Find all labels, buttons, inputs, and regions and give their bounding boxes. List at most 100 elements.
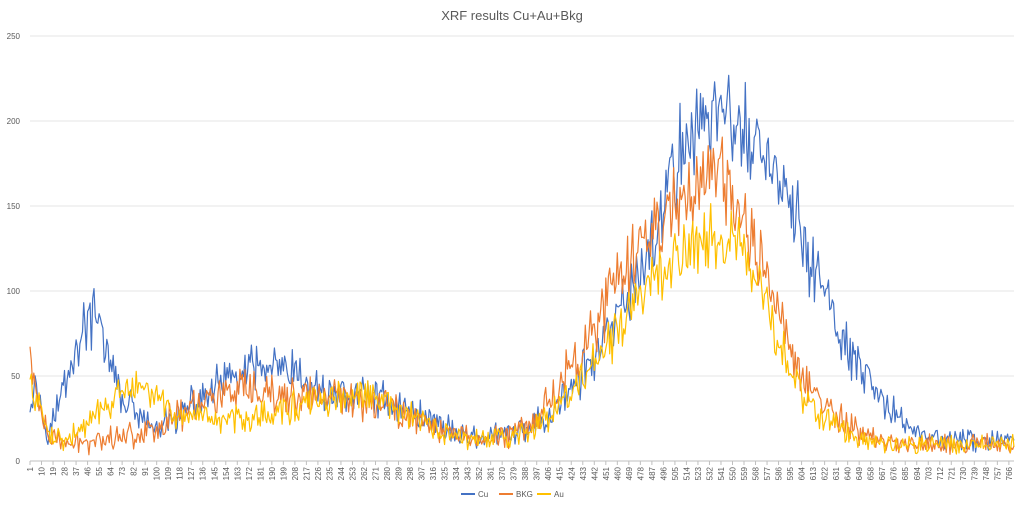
x-tick-label: 595 (786, 466, 795, 480)
x-tick-label: 64 (107, 466, 116, 475)
x-tick-label: 154 (222, 466, 231, 480)
x-tick-label: 550 (728, 466, 737, 480)
x-tick-label: 676 (890, 466, 899, 480)
x-tick-label: 703 (924, 466, 933, 480)
x-tick-label: 244 (337, 466, 346, 480)
y-tick-label: 250 (7, 32, 21, 41)
x-tick-label: 559 (740, 466, 749, 480)
x-tick-label: 136 (199, 466, 208, 480)
series-line-cu (29, 74, 1015, 453)
x-tick-label: 487 (648, 466, 657, 480)
x-tick-label: 667 (878, 466, 887, 480)
x-tick-label: 640 (844, 466, 853, 480)
x-tick-label: 757 (993, 466, 1002, 480)
x-tick-label: 271 (371, 466, 380, 480)
x-tick-label: 433 (579, 466, 588, 480)
x-tick-label: 658 (867, 466, 876, 480)
x-tick-label: 307 (418, 466, 427, 480)
x-tick-label: 10 (38, 466, 47, 475)
x-tick-label: 361 (487, 466, 496, 480)
x-tick-label: 172 (245, 466, 254, 480)
x-tick-label: 379 (510, 466, 519, 480)
x-tick-label: 541 (717, 466, 726, 480)
legend: Cu BKG Au (461, 490, 564, 499)
y-axis-tick-labels: 0 50 100 150 200 250 (7, 32, 21, 466)
x-tick-label: 370 (498, 466, 507, 480)
x-tick-label: 415 (556, 466, 565, 480)
x-tick-label: 190 (268, 466, 277, 480)
x-tick-label: 316 (429, 466, 438, 480)
y-tick-label: 0 (16, 457, 21, 466)
x-tick-label: 694 (913, 466, 922, 480)
legend-label-cu: Cu (478, 490, 488, 499)
x-tick-label: 631 (832, 466, 841, 480)
y-tick-label: 50 (11, 372, 20, 381)
x-tick-label: 730 (959, 466, 968, 480)
x-axis-tick-labels: 1 10 19 28 37 46 55 64 73 82 91 100 109 118 127 136 145 1… (26, 461, 1014, 480)
x-tick-label: 406 (544, 466, 553, 480)
x-tick-label: 496 (659, 466, 668, 480)
x-tick-label: 712 (936, 466, 945, 480)
x-tick-label: 235 (325, 466, 334, 480)
x-tick-label: 424 (567, 466, 576, 480)
x-tick-label: 451 (602, 466, 611, 480)
x-tick-label: 334 (452, 466, 461, 480)
x-tick-label: 208 (291, 466, 300, 480)
x-tick-label: 343 (464, 466, 473, 480)
x-tick-label: 739 (970, 466, 979, 480)
series-line-bkg (29, 136, 1015, 456)
series-line-au (29, 203, 1015, 455)
x-tick-label: 118 (176, 466, 185, 479)
x-tick-label: 352 (475, 466, 484, 480)
x-tick-label: 721 (947, 466, 956, 480)
x-tick-label: 298 (406, 466, 415, 480)
x-tick-label: 388 (521, 466, 530, 480)
x-tick-label: 19 (49, 466, 58, 475)
legend-label-bkg: BKG (516, 490, 533, 499)
x-tick-label: 145 (210, 466, 219, 480)
x-tick-label: 82 (130, 466, 139, 475)
x-tick-label: 262 (360, 466, 369, 480)
x-tick-label: 460 (613, 466, 622, 480)
x-tick-label: 505 (671, 466, 680, 480)
x-tick-label: 100 (153, 466, 162, 480)
y-tick-label: 200 (7, 117, 21, 126)
x-tick-label: 514 (682, 466, 691, 480)
x-tick-label: 28 (61, 466, 70, 475)
x-tick-label: 73 (118, 466, 127, 475)
x-tick-label: 91 (141, 466, 150, 475)
gridlines (30, 35, 1014, 462)
y-tick-label: 100 (7, 287, 21, 296)
x-tick-label: 685 (901, 466, 910, 480)
x-tick-label: 253 (348, 466, 357, 480)
x-tick-label: 469 (625, 466, 634, 480)
x-tick-label: 604 (798, 466, 807, 480)
series-lines (29, 74, 1015, 456)
x-tick-label: 649 (855, 466, 864, 480)
x-tick-label: 622 (821, 466, 830, 480)
x-tick-label: 766 (1005, 466, 1014, 480)
x-tick-label: 586 (775, 466, 784, 480)
x-tick-label: 163 (233, 466, 242, 480)
x-tick-label: 109 (164, 466, 173, 480)
x-tick-label: 577 (763, 466, 772, 480)
x-tick-label: 46 (84, 466, 93, 475)
x-tick-label: 226 (314, 466, 323, 480)
x-tick-label: 442 (590, 466, 599, 480)
x-tick-label: 478 (636, 466, 645, 480)
x-tick-label: 397 (533, 466, 542, 480)
x-tick-label: 532 (705, 466, 714, 480)
x-tick-label: 37 (72, 466, 81, 475)
legend-label-au: Au (554, 490, 564, 499)
x-tick-label: 181 (256, 466, 265, 480)
chart-title: XRF results Cu+Au+Bkg (441, 8, 583, 23)
x-tick-label: 523 (694, 466, 703, 480)
x-tick-label: 613 (809, 466, 818, 480)
x-tick-label: 289 (395, 466, 404, 480)
x-tick-label: 568 (752, 466, 761, 480)
x-tick-label: 748 (982, 466, 991, 480)
x-tick-label: 55 (95, 466, 104, 475)
x-tick-label: 325 (441, 466, 450, 480)
x-tick-label: 127 (187, 466, 196, 480)
